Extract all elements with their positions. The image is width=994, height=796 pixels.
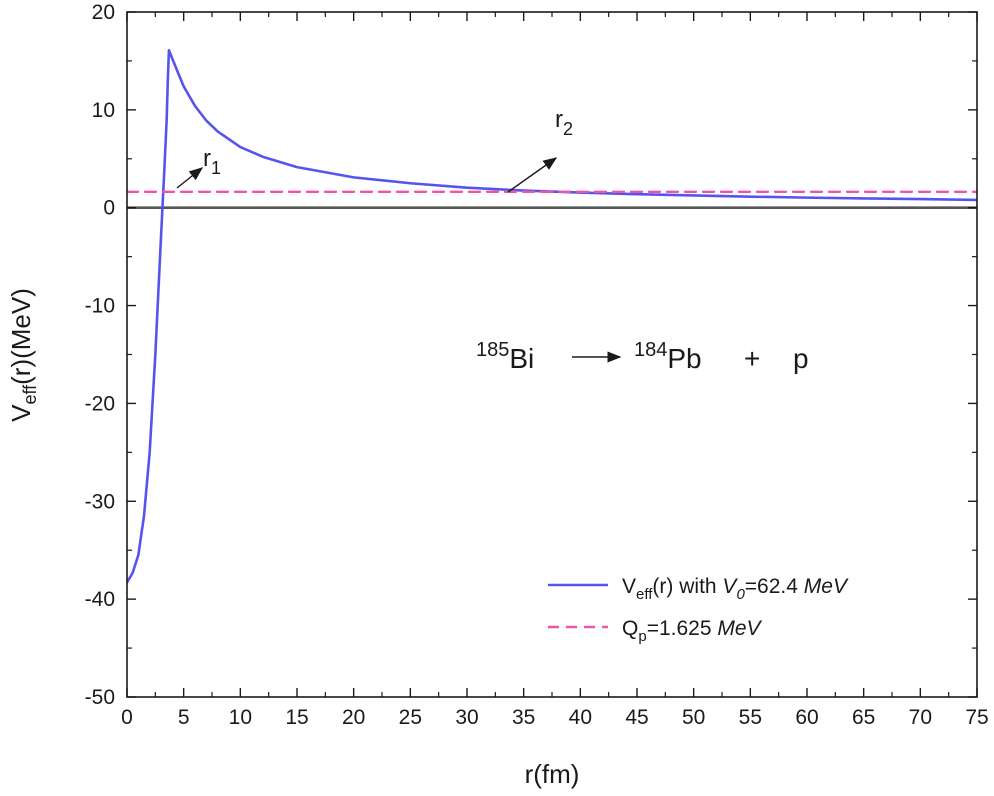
- y-axis-label: Veff(r)(MeV): [6, 288, 40, 422]
- legend-label-qp: Qp=1.625 MeV: [622, 617, 763, 645]
- y-tick-label: -10: [85, 295, 115, 318]
- legend-veff-mid: (r) with: [652, 575, 722, 598]
- daughter-element: Pb: [667, 343, 701, 374]
- reaction-parent: 185Bi: [476, 339, 534, 374]
- reaction-plus: +: [744, 343, 760, 374]
- legend-label-veff: Veff(r) with V0=62.4 MeV: [622, 575, 849, 603]
- x-tick-label: 30: [455, 706, 478, 729]
- parent-element: Bi: [509, 343, 534, 374]
- y-tick-label: 0: [103, 197, 115, 220]
- y-tick-label: 20: [92, 1, 115, 24]
- r2-sub: 2: [563, 119, 573, 139]
- r2-arrow: [507, 157, 558, 193]
- x-axis-label: r(fm): [525, 759, 580, 789]
- r1-base: r: [203, 145, 211, 172]
- x-tick-label: 10: [229, 706, 252, 729]
- parent-mass-number: 185: [476, 339, 509, 361]
- x-tick-label: 20: [342, 706, 365, 729]
- x-tick-label: 55: [739, 706, 762, 729]
- legend-veff-v0-sub: 0: [736, 586, 745, 603]
- legend-veff-v0: V: [722, 575, 738, 598]
- x-tick-label: 65: [852, 706, 875, 729]
- x-tick-label: 35: [512, 706, 535, 729]
- y-tick-label: -30: [85, 490, 115, 513]
- legend-veff-value: =62.4: [745, 575, 804, 598]
- legend-veff-sub: eff: [636, 586, 653, 603]
- reaction-annotation: 185Bi 184Pb + p: [476, 339, 809, 374]
- r1-label: r1: [203, 145, 221, 178]
- series-layer: [127, 48, 977, 584]
- legend-veff-unit: MeV: [804, 575, 849, 598]
- y-tick-label: -20: [85, 392, 115, 415]
- legend-qp-unit: MeV: [717, 617, 762, 640]
- y-axis-label-sub: eff: [20, 384, 40, 405]
- r1-sub: 1: [211, 158, 221, 178]
- legend-qp-sub: p: [638, 628, 646, 645]
- x-tick-label: 5: [178, 706, 190, 729]
- x-tick-label: 15: [285, 706, 308, 729]
- y-axis-label-main: V: [6, 404, 36, 422]
- series-line-veff: [127, 48, 977, 584]
- r2-base: r: [555, 106, 563, 133]
- reaction-proton: p: [793, 343, 809, 374]
- legend: Veff(r) with V0=62.4 MeV Qp=1.625 MeV: [548, 575, 849, 645]
- x-tick-label: 60: [795, 706, 818, 729]
- x-tick-label: 0: [121, 706, 133, 729]
- x-tick-label: 40: [569, 706, 592, 729]
- plot-frame: [126, 11, 978, 698]
- r1-arrow: [176, 167, 204, 189]
- reaction-daughter: 184Pb: [634, 339, 702, 374]
- x-tick-label: 25: [399, 706, 422, 729]
- y-axis-label-rest: (r)(MeV): [6, 288, 36, 385]
- y-tick-label: -50: [85, 686, 115, 709]
- r2-label: r2: [555, 106, 573, 139]
- legend-qp-value: =1.625: [647, 617, 718, 640]
- daughter-mass-number: 184: [634, 339, 667, 361]
- tick-layer: 0 5 10 15 20 25 30 35 40 45 50 55 60 65 70 75-50-40-30-…: [85, 1, 989, 729]
- y-tick-label: -40: [85, 588, 115, 611]
- legend-qp-pre: Q: [622, 617, 638, 640]
- x-tick-label: 75: [965, 706, 988, 729]
- x-tick-label: 45: [625, 706, 648, 729]
- x-tick-label: 50: [682, 706, 705, 729]
- y-tick-label: 10: [92, 99, 115, 122]
- legend-veff-pre: V: [622, 575, 636, 598]
- x-tick-label: 70: [909, 706, 932, 729]
